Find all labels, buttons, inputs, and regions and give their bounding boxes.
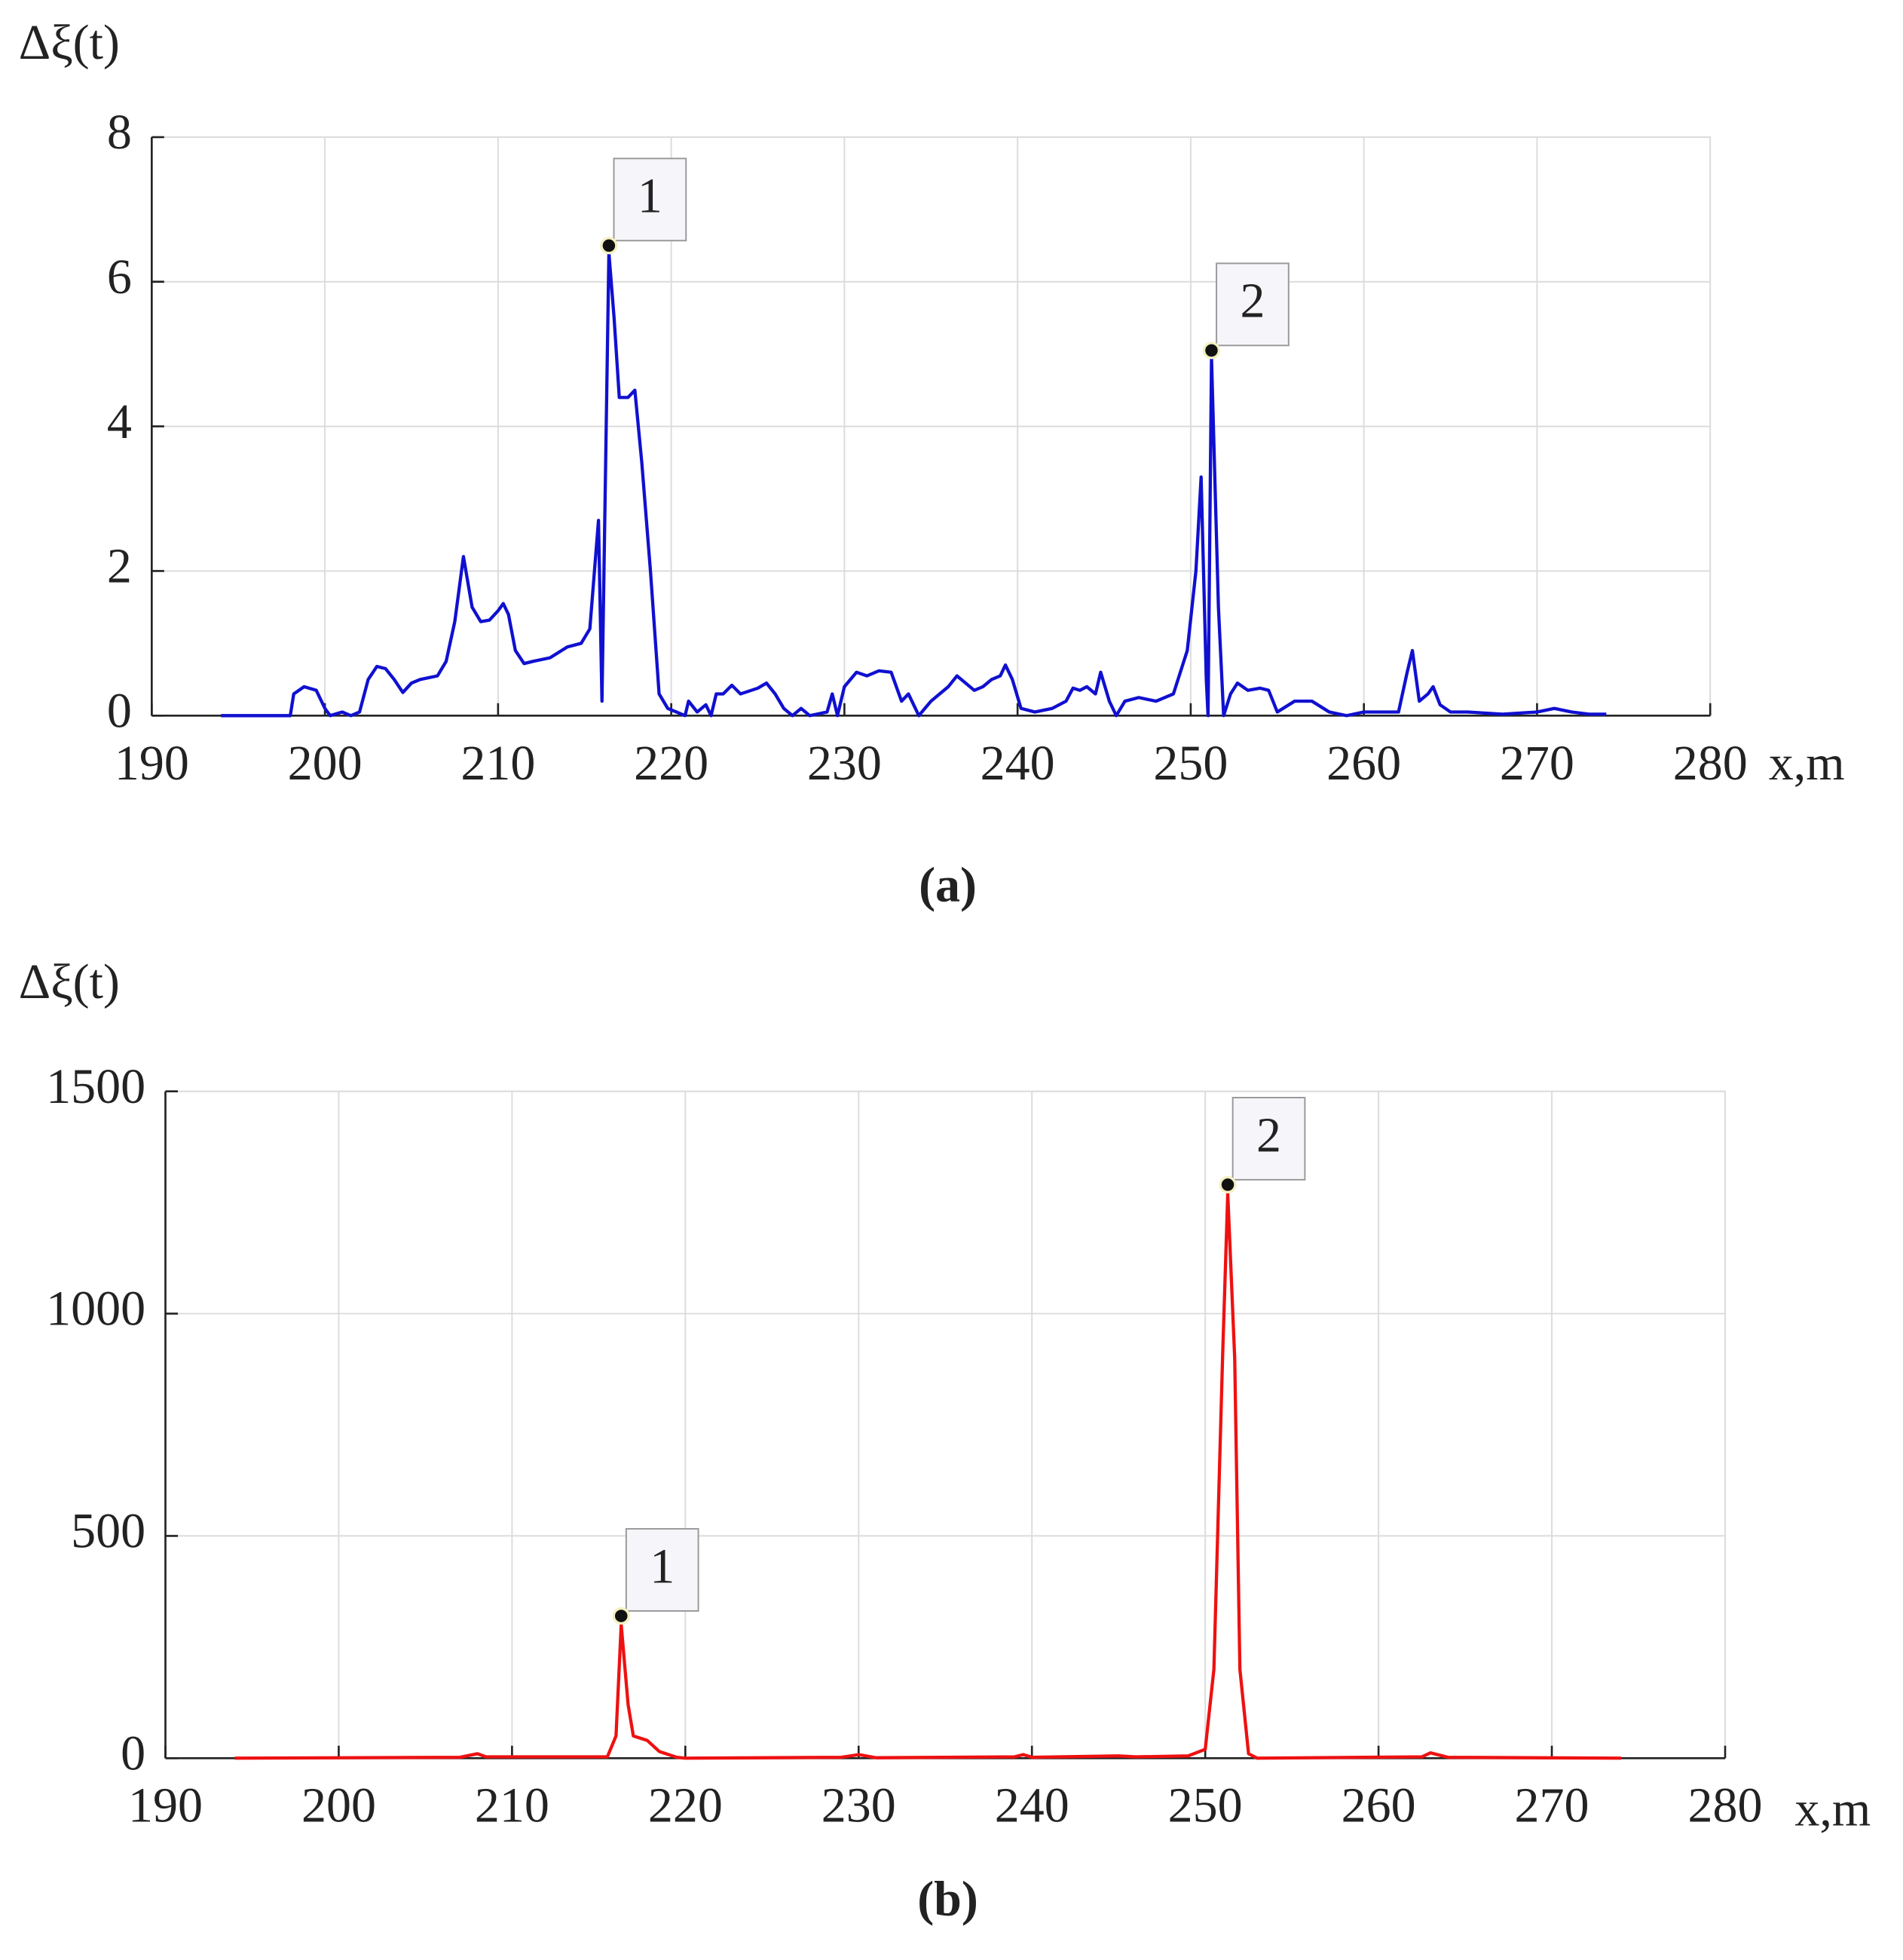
x-tick-label: 240 <box>981 736 1055 791</box>
x-tick-label: 250 <box>1153 736 1228 791</box>
x-axis-label: x,m <box>1769 736 1845 791</box>
caption: (a) <box>919 858 977 913</box>
x-tick-label: 210 <box>460 736 535 791</box>
x-tick-label: 220 <box>634 736 708 791</box>
y-tick-label: 4 <box>107 394 132 449</box>
annotation-label: 1 <box>638 169 662 224</box>
y-tick-label: 500 <box>71 1504 145 1559</box>
x-tick-label: 280 <box>1673 736 1748 791</box>
data-tip-marker <box>600 237 618 255</box>
annotation-box <box>625 1528 699 1612</box>
x-tick-label: 270 <box>1500 736 1574 791</box>
annotation-label: 2 <box>1256 1107 1281 1162</box>
annotation-label: 2 <box>1240 274 1265 329</box>
caption: (b) <box>917 1872 978 1927</box>
x-tick-label: 200 <box>301 1778 376 1833</box>
y-axis-label: Δξ(t) <box>19 15 120 70</box>
y-tick-label: 1000 <box>46 1282 145 1337</box>
annotation-box <box>1231 1097 1306 1181</box>
y-tick-label: 1500 <box>46 1059 145 1114</box>
y-tick-label: 0 <box>107 683 132 738</box>
plot-frame <box>164 1090 1726 1759</box>
y-tick-label: 2 <box>107 539 132 594</box>
x-axis-label: x,m <box>1794 1782 1871 1837</box>
x-tick-label: 240 <box>995 1778 1069 1833</box>
y-axis-label: Δξ(t) <box>19 954 120 1009</box>
y-tick-label: 6 <box>107 250 132 305</box>
x-tick-label: 260 <box>1326 736 1401 791</box>
x-tick-label: 250 <box>1168 1778 1243 1833</box>
annotation-box <box>613 158 687 242</box>
y-tick-label: 0 <box>121 1726 145 1781</box>
x-tick-label: 200 <box>288 736 363 791</box>
data-tip-marker <box>612 1607 630 1625</box>
data-tip-marker <box>1219 1175 1237 1194</box>
x-tick-label: 190 <box>128 1778 203 1833</box>
x-tick-label: 270 <box>1515 1778 1589 1833</box>
x-tick-label: 190 <box>115 736 189 791</box>
x-tick-label: 220 <box>648 1778 723 1833</box>
x-tick-label: 230 <box>821 1778 896 1833</box>
y-tick-label: 8 <box>107 105 132 160</box>
x-tick-label: 260 <box>1342 1778 1416 1833</box>
data-tip-marker <box>1202 341 1221 360</box>
annotation-label: 1 <box>650 1539 675 1594</box>
x-tick-label: 280 <box>1688 1778 1763 1833</box>
annotation-box <box>1216 262 1290 347</box>
x-tick-label: 210 <box>475 1778 549 1833</box>
x-tick-label: 230 <box>807 736 882 791</box>
data-line <box>234 1192 1622 1760</box>
data-line <box>221 251 1607 718</box>
